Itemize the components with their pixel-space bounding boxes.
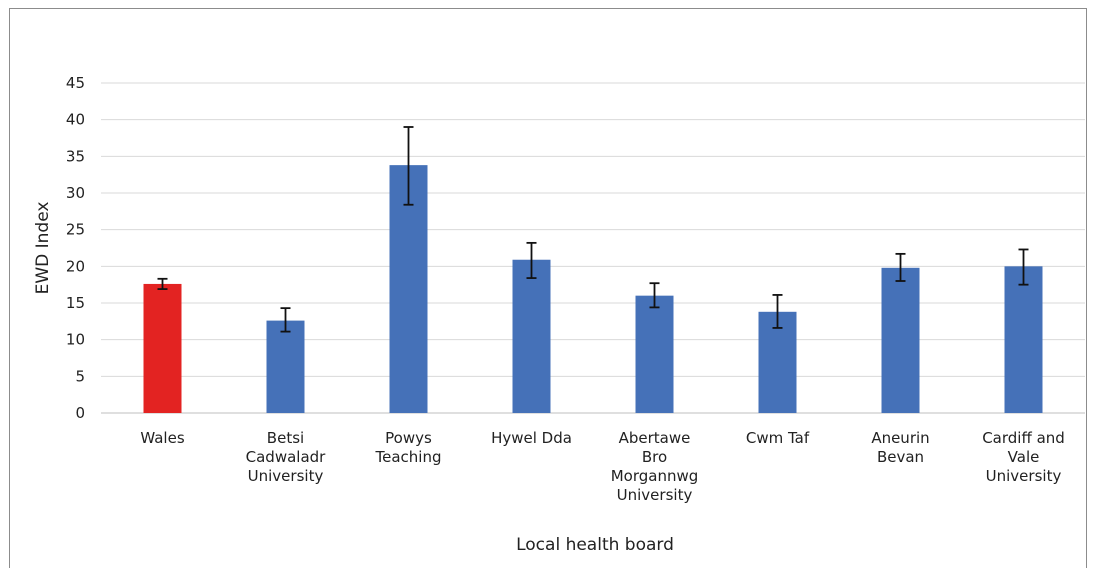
x-category-label-line: University bbox=[248, 467, 324, 485]
y-tick-label: 5 bbox=[75, 367, 85, 385]
error-bar bbox=[772, 294, 783, 329]
x-category-label-line: Powys bbox=[385, 429, 432, 447]
x-category-label: Powys Teaching bbox=[375, 429, 442, 466]
x-category-label-line: Bro bbox=[642, 448, 667, 466]
bar bbox=[635, 295, 674, 413]
error-bars bbox=[157, 126, 1029, 333]
y-tick-label: 15 bbox=[66, 294, 85, 312]
error-bar bbox=[157, 277, 168, 290]
x-category-label-line: University bbox=[617, 486, 693, 504]
y-tick-label: 40 bbox=[66, 111, 85, 129]
error-bar bbox=[649, 282, 660, 309]
x-category-label-line: University bbox=[986, 467, 1062, 485]
y-tick-label: 30 bbox=[66, 184, 85, 202]
x-category-label-line: Vale bbox=[1008, 448, 1040, 466]
x-category-label: Cardiff and Vale University bbox=[982, 429, 1065, 485]
x-category-label-line: Wales bbox=[140, 429, 184, 447]
x-category-label-line: Aneurin bbox=[871, 429, 929, 447]
bar bbox=[143, 283, 182, 413]
x-category-label-line: Cardiff and bbox=[982, 429, 1065, 447]
x-category-label: Aneurin Bevan bbox=[871, 429, 929, 466]
y-tick-label: 10 bbox=[66, 331, 85, 349]
y-tick-label: 45 bbox=[66, 74, 85, 92]
x-category-label-line: Abertawe bbox=[619, 429, 691, 447]
x-category-label-line: Betsi bbox=[267, 429, 304, 447]
x-axis-title: Local health board bbox=[516, 535, 674, 555]
x-category-label: Betsi Cadwaladr University bbox=[246, 429, 327, 485]
y-axis-title: EWD Index bbox=[33, 202, 53, 295]
x-category-label-line: Cadwaladr bbox=[246, 448, 327, 466]
y-tick-label: 25 bbox=[66, 221, 85, 239]
chart-frame bbox=[9, 8, 1087, 568]
x-category-label-line: Cwm Taf bbox=[746, 429, 810, 447]
error-bar bbox=[280, 307, 291, 333]
x-category-label: Abertawe Bro Morgannwg University bbox=[611, 429, 699, 504]
error-bar bbox=[895, 252, 906, 282]
x-category-label: Cwm Taf bbox=[746, 429, 810, 447]
bar bbox=[1004, 266, 1043, 413]
x-category-label-line: Morgannwg bbox=[611, 467, 699, 485]
y-tick-label: 20 bbox=[66, 257, 85, 275]
x-category-label: Hywel Dda bbox=[491, 429, 572, 447]
bar bbox=[389, 165, 428, 413]
y-tick-label: 0 bbox=[75, 404, 85, 422]
bar bbox=[266, 320, 305, 413]
bar bbox=[881, 267, 920, 413]
gridlines bbox=[101, 82, 1085, 414]
y-tick-label: 35 bbox=[66, 147, 85, 165]
error-bar bbox=[526, 241, 537, 279]
x-category-label: Wales bbox=[140, 429, 184, 447]
x-category-label-line: Teaching bbox=[375, 448, 442, 466]
bar bbox=[512, 259, 551, 413]
x-category-label-line: Bevan bbox=[877, 448, 924, 466]
error-bar bbox=[403, 126, 414, 206]
error-bar bbox=[1018, 248, 1029, 286]
x-category-label-line: Hywel Dda bbox=[491, 429, 572, 447]
y-tick-labels: 0 5 10 15 20 25 30 35 40 45 bbox=[66, 74, 85, 422]
bars bbox=[143, 165, 1043, 413]
